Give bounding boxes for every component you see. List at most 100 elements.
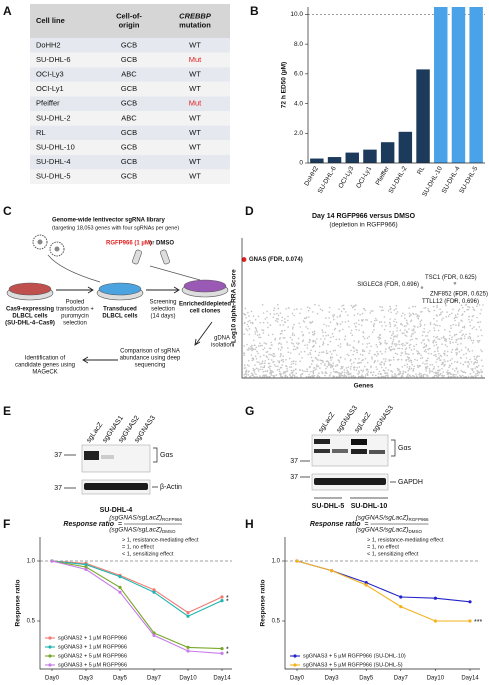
background-dot xyxy=(259,368,261,371)
background-dot xyxy=(336,322,338,324)
background-dot xyxy=(265,342,267,345)
background-dot xyxy=(392,338,395,341)
background-dot xyxy=(272,316,275,319)
background-dot xyxy=(301,373,303,376)
table-row-bg xyxy=(30,52,230,68)
background-dot xyxy=(301,369,304,372)
background-dot xyxy=(262,332,265,334)
background-dot xyxy=(438,314,441,316)
x-tick-label: SU-DHL-2 xyxy=(388,165,409,195)
background-dot xyxy=(350,332,352,334)
blot-band xyxy=(314,478,386,485)
background-dot xyxy=(437,346,439,349)
background-dot xyxy=(455,338,458,341)
background-dot xyxy=(454,316,457,319)
background-dot xyxy=(386,342,388,345)
background-dot xyxy=(467,348,470,350)
background-dot xyxy=(313,332,316,335)
background-dot xyxy=(246,323,249,326)
background-dot xyxy=(471,315,474,318)
background-dot xyxy=(279,312,282,315)
background-dot xyxy=(310,356,313,359)
y-tick-label: 1.0 xyxy=(272,559,281,565)
background-dot xyxy=(324,364,326,367)
background-dot xyxy=(479,321,482,323)
background-dot xyxy=(368,342,371,345)
band-label: β-Actin xyxy=(160,484,182,491)
background-dot xyxy=(333,314,336,316)
wf-text: candidate genes using xyxy=(15,363,75,369)
background-dot xyxy=(307,309,310,312)
background-dot xyxy=(306,306,309,309)
background-dot xyxy=(370,371,373,374)
background-dot xyxy=(420,324,422,327)
table-cell: ABC xyxy=(121,113,137,122)
background-dot xyxy=(328,311,331,313)
background-dot xyxy=(243,345,245,347)
background-dot xyxy=(347,344,349,347)
background-dot xyxy=(387,369,390,371)
background-dot xyxy=(405,325,407,327)
background-dot xyxy=(349,368,352,370)
background-dot xyxy=(403,332,405,335)
background-dot xyxy=(243,354,245,357)
background-dot xyxy=(408,346,411,349)
background-dot xyxy=(248,333,251,336)
background-dot xyxy=(371,356,373,359)
mw-marker: 37 xyxy=(290,474,298,481)
background-dot xyxy=(286,341,288,343)
background-dot xyxy=(413,375,415,378)
background-dot xyxy=(443,354,446,356)
background-dot xyxy=(475,356,478,359)
y-tick-label: 8.0 xyxy=(294,41,303,48)
background-dot xyxy=(443,359,446,361)
background-dot xyxy=(261,368,264,371)
background-dot xyxy=(358,329,360,332)
background-dot xyxy=(354,376,357,378)
background-dot xyxy=(295,363,297,365)
background-dot xyxy=(350,329,353,332)
background-dot xyxy=(266,370,268,373)
background-dot xyxy=(419,357,422,360)
background-dot xyxy=(243,373,246,376)
background-dot xyxy=(408,360,410,363)
background-dot xyxy=(361,354,364,356)
background-dot xyxy=(447,375,450,378)
background-dot xyxy=(327,363,330,366)
cell-line: SU-DHL-4 xyxy=(100,507,133,514)
background-dot xyxy=(456,348,459,351)
background-dot xyxy=(300,308,302,310)
background-dot xyxy=(379,337,382,340)
background-dot xyxy=(301,340,304,343)
background-dot xyxy=(381,325,383,327)
background-dot xyxy=(416,338,418,340)
background-dot xyxy=(326,365,329,368)
background-dot xyxy=(251,357,254,359)
background-dot xyxy=(324,331,327,334)
table-cell: SU-DHL-6 xyxy=(36,55,71,64)
background-dot xyxy=(358,370,360,373)
background-dot xyxy=(282,360,285,363)
background-dot xyxy=(255,328,257,330)
wf-text: (14 days) xyxy=(150,314,175,320)
background-dot xyxy=(466,309,469,311)
background-dot xyxy=(259,355,262,358)
background-dot xyxy=(309,365,311,368)
background-dot xyxy=(438,356,440,358)
background-dot xyxy=(437,365,440,368)
background-dot xyxy=(417,317,420,319)
table-cell: ABC xyxy=(121,69,137,78)
background-dot xyxy=(296,376,298,378)
background-dot xyxy=(378,338,380,341)
dish xyxy=(6,282,54,301)
background-dot xyxy=(352,346,355,348)
background-dot xyxy=(429,364,431,366)
background-dot xyxy=(427,352,430,355)
background-dot xyxy=(461,329,463,332)
background-dot xyxy=(244,307,247,310)
background-dot xyxy=(423,328,426,330)
band-label: Gαs xyxy=(398,445,411,452)
background-dot xyxy=(350,376,353,378)
background-dot xyxy=(353,368,356,371)
background-dot xyxy=(343,308,346,310)
